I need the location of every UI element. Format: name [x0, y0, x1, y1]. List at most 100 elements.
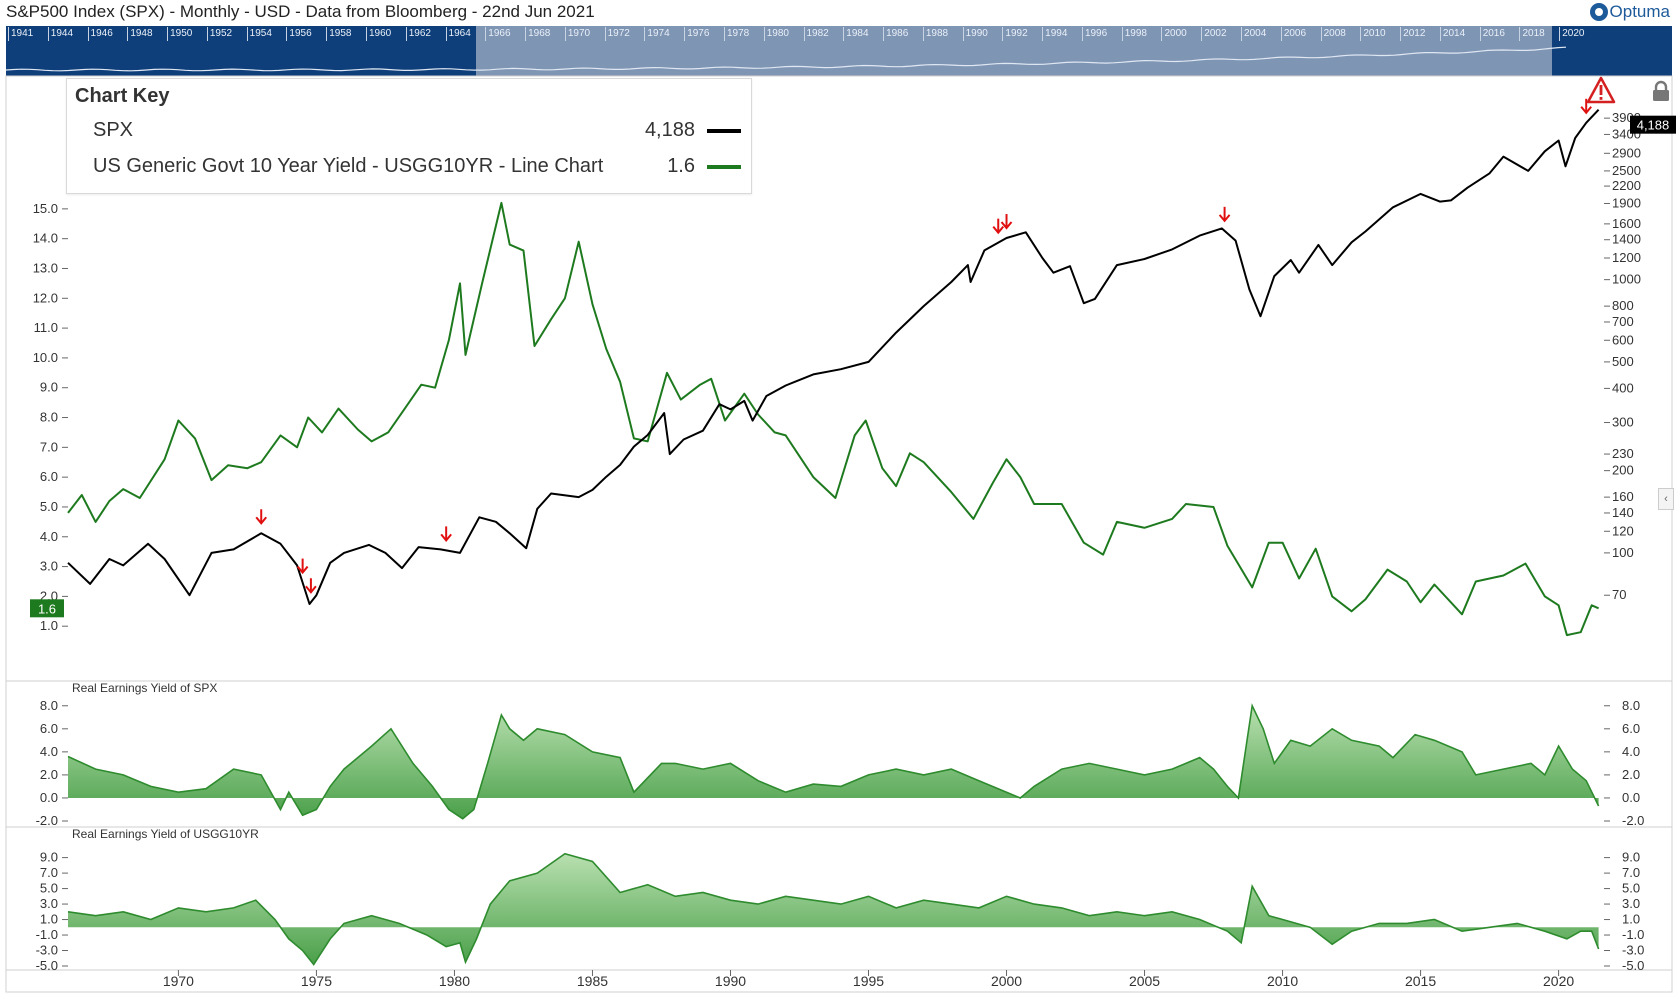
x-axis-tick-label: 2010 [1267, 973, 1298, 989]
navigator-year-label: 1996 [1081, 27, 1107, 41]
sell-signal-arrow-icon [1580, 98, 1592, 115]
usgg10yr-real-yield-panel-title: Real Earnings Yield of USGG10YR [72, 827, 259, 841]
navigator-year-label: 1992 [1002, 27, 1028, 41]
navigator-year-label: 2012 [1400, 27, 1425, 41]
spx-real-yield-left-tick-label: 6.0 [40, 721, 58, 736]
usgg10yr-real-yield-left-tick-label: 3.0 [40, 896, 58, 911]
usgg10yr-real-yield-right-tick-label: 9.0 [1622, 850, 1640, 865]
left-axis-tick-label: 7.0 [40, 439, 58, 454]
spx-real-yield-area-line [67, 703, 1600, 820]
usgg10yr-real-yield-left-tick-label: 7.0 [40, 865, 58, 880]
chart-key-yield-swatch [707, 165, 741, 169]
x-axis-tick-label: 1985 [577, 973, 608, 989]
usgg10yr-real-yield-right-tick-label: -1.0 [1622, 927, 1644, 942]
right-axis-tick-label: 2900 [1612, 145, 1641, 160]
right-axis-tick-label: 1900 [1612, 195, 1641, 210]
navigator-year-label: 2008 [1320, 27, 1346, 41]
optuma-logo-icon [1589, 3, 1608, 21]
chart-key-yield-label: US Generic Govt 10 Year Yield - USGG10YR… [93, 155, 604, 177]
right-axis-tick-label: 160 [1612, 489, 1634, 504]
x-axis-tick-label: 2005 [1129, 973, 1160, 989]
right-axis-tick-label: 70 [1612, 587, 1626, 602]
usgg10yr-real-yield-right-tick-label: -5.0 [1622, 958, 1644, 973]
usgg10yr-real-yield-left-tick-label: -5.0 [36, 958, 58, 973]
usgg10yr-real-yield-left-tick-label: -3.0 [36, 943, 58, 958]
right-axis-tick-label: 800 [1612, 298, 1634, 313]
left-axis-tick-label: 4.0 [40, 529, 58, 544]
x-axis-tick-label: 1990 [715, 973, 746, 989]
navigator-line [6, 46, 1567, 72]
usgg10yr-real-yield-left-tick-label: 9.0 [40, 850, 58, 865]
usgg10yr-real-yield-area-line [67, 852, 1600, 966]
navigator-year-label: 1960 [365, 27, 391, 41]
warning-icon[interactable] [1586, 76, 1616, 104]
date-range-navigator[interactable]: 1941 1944 1946 1948 1950 1952 1954 1956 1958 1960… [6, 26, 1672, 76]
chart-key-yield-value: 1.6 [667, 155, 695, 177]
navigator-year-label: 2014 [1439, 27, 1465, 41]
left-axis-tick-label: 15.0 [33, 201, 58, 216]
navigator-year-label: 1941 [8, 27, 33, 41]
chart-key-spx-swatch [707, 129, 741, 133]
navigator-year-label: 1956 [286, 27, 312, 41]
spx-real-yield-panel-title: Real Earnings Yield of SPX [72, 681, 217, 695]
navigator-unselected-left[interactable] [6, 26, 476, 76]
spx-real-yield-right-tick-label: 0.0 [1622, 790, 1640, 805]
right-axis-tick-label: 1200 [1612, 250, 1641, 265]
left-axis-tick-label: 13.0 [33, 260, 58, 275]
right-axis-tick-label: 500 [1612, 354, 1634, 369]
navigator-year-label: 2010 [1360, 27, 1386, 41]
navigator-year-label: 1962 [405, 27, 431, 41]
navigator-year-label: 1950 [167, 27, 192, 41]
navigator-sparkline [6, 46, 1567, 72]
lock-icon[interactable] [1652, 80, 1670, 102]
usgg10yr-real-yield-left-tick-label: 5.0 [40, 881, 58, 896]
navigator-year-label: 1982 [803, 27, 829, 41]
navigator-year-label: 1952 [206, 27, 232, 41]
chart-key-spx-value: 4,188 [644, 119, 695, 141]
right-axis-tick-label: 400 [1612, 380, 1634, 395]
spx-series-line [67, 109, 1600, 605]
spx-real-yield-left-tick-label: -2.0 [36, 813, 58, 828]
sell-signal-arrow-icon [440, 526, 452, 542]
navigator-year-label: 1986 [883, 27, 908, 41]
optuma-logo: Optuma [1589, 2, 1670, 22]
chart-frame [5, 75, 1673, 993]
right-axis-tick-label: 2200 [1612, 178, 1641, 193]
usgg10yr-real-yield-right-tick-label: 7.0 [1622, 865, 1640, 880]
navigator-year-label: 1998 [1121, 27, 1147, 41]
left-axis-tick-label: 9.0 [40, 380, 58, 395]
spx-real-yield-left-tick-label: 8.0 [40, 698, 58, 713]
right-axis-tick-label: 140 [1612, 505, 1634, 520]
usgg10yr-real-yield-right-tick-label: 3.0 [1622, 896, 1640, 911]
left-axis-tick-label: 10.0 [33, 350, 58, 365]
x-axis-tick-label: 2020 [1543, 973, 1574, 989]
yield-last-value-badge [30, 599, 64, 618]
left-axis-tick-label: 8.0 [40, 410, 58, 425]
navigator-year-label: 2000 [1161, 27, 1187, 41]
navigator-year-label: 1988 [922, 27, 948, 41]
sell-signal-arrow-icon [1218, 206, 1231, 223]
navigator-year-label: 1972 [604, 27, 630, 41]
spx-real-yield-area-fill [68, 705, 1599, 819]
navigator-year-label: 1970 [564, 27, 590, 41]
navigator-year-label: 1948 [127, 27, 153, 41]
chart-title: S&P500 Index (SPX) - Monthly - USD - Dat… [6, 2, 595, 21]
usgg10yr-real-yield-left-tick-label: 1.0 [40, 912, 58, 927]
navigator-unselected-right[interactable] [1552, 26, 1672, 76]
right-axis-tick-label: 1400 [1612, 232, 1641, 247]
collapse-panel-button[interactable]: ‹ [1658, 488, 1674, 510]
navigator-year-label: 1978 [723, 27, 749, 41]
right-axis-tick-label: 1600 [1612, 216, 1641, 231]
sell-signal-arrow-icon [1000, 214, 1013, 230]
sell-signal-arrow-icon [255, 509, 267, 525]
right-axis-tick-label: 230 [1612, 446, 1634, 461]
navigator-year-label: 1946 [87, 27, 113, 41]
x-axis-tick-label: 2015 [1405, 973, 1436, 989]
sell-signal-arrow-icon [296, 558, 309, 575]
x-axis-tick-label: 1975 [301, 973, 332, 989]
yield-series-line [67, 201, 1599, 637]
right-axis-tick-label: 200 [1612, 463, 1634, 478]
chart-key-heading: Chart Key [75, 85, 170, 107]
x-axis-tick-label: 1980 [439, 973, 470, 989]
